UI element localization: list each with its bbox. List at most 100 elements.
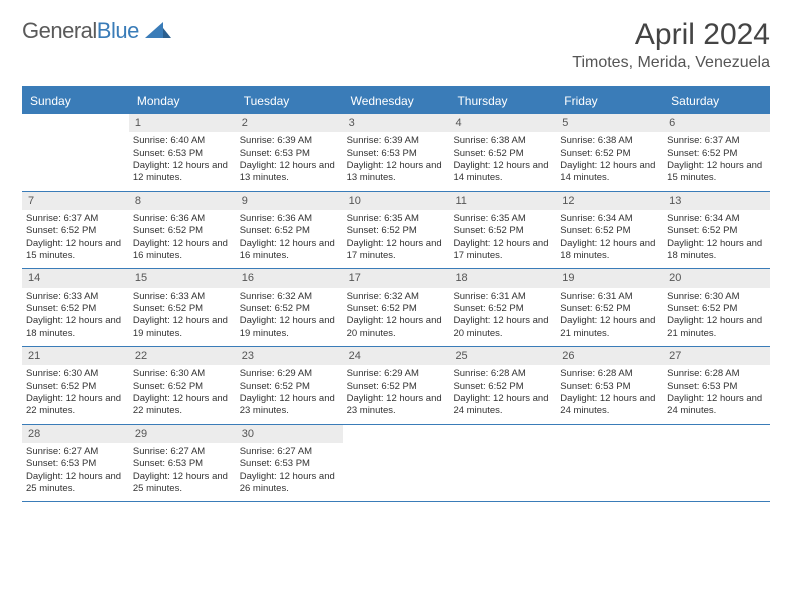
day-number: 22 bbox=[129, 347, 236, 365]
logo: GeneralBlue bbox=[22, 18, 171, 44]
sunrise-text: Sunrise: 6:36 AM bbox=[133, 213, 232, 225]
daylight-text: Daylight: 12 hours and 14 minutes. bbox=[560, 160, 659, 185]
day-cell: 21Sunrise: 6:30 AMSunset: 6:52 PMDayligh… bbox=[22, 347, 129, 424]
sunrise-text: Sunrise: 6:27 AM bbox=[133, 446, 232, 458]
day-number: 5 bbox=[556, 114, 663, 132]
sunrise-text: Sunrise: 6:33 AM bbox=[26, 291, 125, 303]
sunrise-text: Sunrise: 6:31 AM bbox=[453, 291, 552, 303]
day-cell: 6Sunrise: 6:37 AMSunset: 6:52 PMDaylight… bbox=[663, 114, 770, 191]
calendar: SundayMondayTuesdayWednesdayThursdayFrid… bbox=[22, 86, 770, 502]
day-cell: 30Sunrise: 6:27 AMSunset: 6:53 PMDayligh… bbox=[236, 425, 343, 502]
day-number: 21 bbox=[22, 347, 129, 365]
day-cell: 13Sunrise: 6:34 AMSunset: 6:52 PMDayligh… bbox=[663, 192, 770, 269]
page-header: GeneralBlue April 2024 Timotes, Merida, … bbox=[22, 18, 770, 72]
day-header: Sunday bbox=[22, 88, 129, 114]
sunrise-text: Sunrise: 6:27 AM bbox=[240, 446, 339, 458]
logo-text-blue: Blue bbox=[97, 18, 139, 43]
sunset-text: Sunset: 6:52 PM bbox=[453, 225, 552, 237]
sunset-text: Sunset: 6:52 PM bbox=[347, 381, 446, 393]
location-text: Timotes, Merida, Venezuela bbox=[572, 54, 770, 72]
sunset-text: Sunset: 6:53 PM bbox=[347, 148, 446, 160]
sunset-text: Sunset: 6:52 PM bbox=[667, 148, 766, 160]
day-cell: 4 Sunrise: 6:38 AMSunset: 6:52 PMDaylight… bbox=[449, 114, 556, 191]
day-number: 13 bbox=[663, 192, 770, 210]
day-number: 2 bbox=[236, 114, 343, 132]
daylight-text: Daylight: 12 hours and 24 minutes. bbox=[667, 393, 766, 418]
sunset-text: Sunset: 6:52 PM bbox=[667, 303, 766, 315]
day-cell: 9Sunrise: 6:36 AMSunset: 6:52 PMDaylight… bbox=[236, 192, 343, 269]
sunrise-text: Sunrise: 6:37 AM bbox=[26, 213, 125, 225]
daylight-text: Daylight: 12 hours and 18 minutes. bbox=[26, 315, 125, 340]
daylight-text: Daylight: 12 hours and 13 minutes. bbox=[240, 160, 339, 185]
sunset-text: Sunset: 6:52 PM bbox=[560, 225, 659, 237]
daylight-text: Daylight: 12 hours and 17 minutes. bbox=[453, 238, 552, 263]
day-cell: 18Sunrise: 6:31 AMSunset: 6:52 PMDayligh… bbox=[449, 269, 556, 346]
day-number: 10 bbox=[343, 192, 450, 210]
day-header: Tuesday bbox=[236, 88, 343, 114]
sunrise-text: Sunrise: 6:39 AM bbox=[347, 135, 446, 147]
day-header: Saturday bbox=[663, 88, 770, 114]
sunset-text: Sunset: 6:53 PM bbox=[133, 148, 232, 160]
day-cell: 26Sunrise: 6:28 AMSunset: 6:53 PMDayligh… bbox=[556, 347, 663, 424]
daylight-text: Daylight: 12 hours and 25 minutes. bbox=[26, 471, 125, 496]
day-number: 4 bbox=[449, 114, 556, 132]
sunset-text: Sunset: 6:52 PM bbox=[347, 225, 446, 237]
sunrise-text: Sunrise: 6:38 AM bbox=[453, 135, 552, 147]
daylight-text: Daylight: 12 hours and 17 minutes. bbox=[347, 238, 446, 263]
day-cell: 16Sunrise: 6:32 AMSunset: 6:52 PMDayligh… bbox=[236, 269, 343, 346]
daylight-text: Daylight: 12 hours and 18 minutes. bbox=[667, 238, 766, 263]
sunset-text: Sunset: 6:53 PM bbox=[26, 458, 125, 470]
sunrise-text: Sunrise: 6:31 AM bbox=[560, 291, 659, 303]
month-title: April 2024 bbox=[572, 18, 770, 52]
day-number: 20 bbox=[663, 269, 770, 287]
sunset-text: Sunset: 6:52 PM bbox=[240, 225, 339, 237]
daylight-text: Daylight: 12 hours and 14 minutes. bbox=[453, 160, 552, 185]
sunrise-text: Sunrise: 6:27 AM bbox=[26, 446, 125, 458]
day-number: 15 bbox=[129, 269, 236, 287]
sunrise-text: Sunrise: 6:40 AM bbox=[133, 135, 232, 147]
day-cell bbox=[556, 425, 663, 502]
day-number: 28 bbox=[22, 425, 129, 443]
day-number: 9 bbox=[236, 192, 343, 210]
week-row: 28Sunrise: 6:27 AMSunset: 6:53 PMDayligh… bbox=[22, 425, 770, 503]
day-cell: 11Sunrise: 6:35 AMSunset: 6:52 PMDayligh… bbox=[449, 192, 556, 269]
day-cell bbox=[449, 425, 556, 502]
sunset-text: Sunset: 6:52 PM bbox=[453, 303, 552, 315]
sunrise-text: Sunrise: 6:30 AM bbox=[26, 368, 125, 380]
day-cell bbox=[663, 425, 770, 502]
day-cell: 23Sunrise: 6:29 AMSunset: 6:52 PMDayligh… bbox=[236, 347, 343, 424]
day-cell: 24Sunrise: 6:29 AMSunset: 6:52 PMDayligh… bbox=[343, 347, 450, 424]
daylight-text: Daylight: 12 hours and 19 minutes. bbox=[240, 315, 339, 340]
sunrise-text: Sunrise: 6:29 AM bbox=[347, 368, 446, 380]
day-header-row: SundayMondayTuesdayWednesdayThursdayFrid… bbox=[22, 88, 770, 114]
daylight-text: Daylight: 12 hours and 16 minutes. bbox=[133, 238, 232, 263]
day-cell bbox=[22, 114, 129, 191]
day-number: 25 bbox=[449, 347, 556, 365]
sunset-text: Sunset: 6:53 PM bbox=[240, 458, 339, 470]
day-number: 16 bbox=[236, 269, 343, 287]
daylight-text: Daylight: 12 hours and 12 minutes. bbox=[133, 160, 232, 185]
weeks-container: 1Sunrise: 6:40 AMSunset: 6:53 PMDaylight… bbox=[22, 114, 770, 502]
daylight-text: Daylight: 12 hours and 23 minutes. bbox=[240, 393, 339, 418]
week-row: 21Sunrise: 6:30 AMSunset: 6:52 PMDayligh… bbox=[22, 347, 770, 425]
day-cell: 19Sunrise: 6:31 AMSunset: 6:52 PMDayligh… bbox=[556, 269, 663, 346]
daylight-text: Daylight: 12 hours and 25 minutes. bbox=[133, 471, 232, 496]
daylight-text: Daylight: 12 hours and 18 minutes. bbox=[560, 238, 659, 263]
week-row: 7Sunrise: 6:37 AMSunset: 6:52 PMDaylight… bbox=[22, 192, 770, 270]
day-number: 3 bbox=[343, 114, 450, 132]
sunset-text: Sunset: 6:52 PM bbox=[26, 381, 125, 393]
sunset-text: Sunset: 6:52 PM bbox=[453, 148, 552, 160]
day-cell: 20Sunrise: 6:30 AMSunset: 6:52 PMDayligh… bbox=[663, 269, 770, 346]
sunset-text: Sunset: 6:53 PM bbox=[560, 381, 659, 393]
sunset-text: Sunset: 6:52 PM bbox=[133, 381, 232, 393]
sunset-text: Sunset: 6:53 PM bbox=[133, 458, 232, 470]
daylight-text: Daylight: 12 hours and 15 minutes. bbox=[26, 238, 125, 263]
day-number: 27 bbox=[663, 347, 770, 365]
daylight-text: Daylight: 12 hours and 23 minutes. bbox=[347, 393, 446, 418]
day-number: 30 bbox=[236, 425, 343, 443]
day-header: Monday bbox=[129, 88, 236, 114]
day-number: 18 bbox=[449, 269, 556, 287]
daylight-text: Daylight: 12 hours and 19 minutes. bbox=[133, 315, 232, 340]
daylight-text: Daylight: 12 hours and 22 minutes. bbox=[133, 393, 232, 418]
day-number: 1 bbox=[129, 114, 236, 132]
